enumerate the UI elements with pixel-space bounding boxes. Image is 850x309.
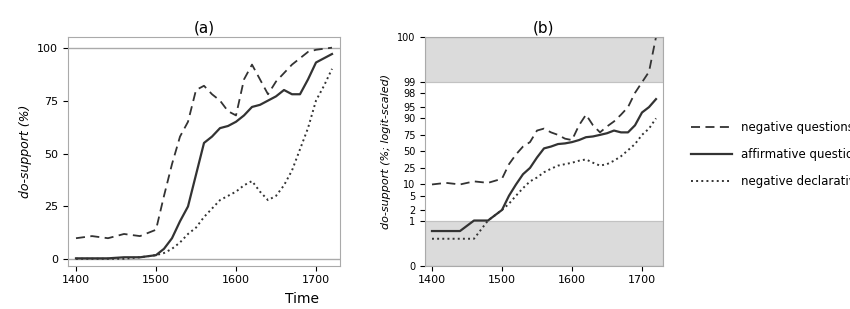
Title: (b): (b)	[533, 21, 555, 36]
Text: Time: Time	[285, 292, 319, 306]
Bar	[425, 37, 663, 82]
Bar	[425, 221, 663, 266]
Title: (a): (a)	[194, 21, 214, 36]
Legend: negative questions, affirmative questions, negative declaratives: negative questions, affirmative question…	[686, 116, 850, 193]
Y-axis label: do-support (%): do-support (%)	[19, 105, 31, 198]
Y-axis label: do-support (%; logit-scaled): do-support (%; logit-scaled)	[382, 74, 391, 229]
